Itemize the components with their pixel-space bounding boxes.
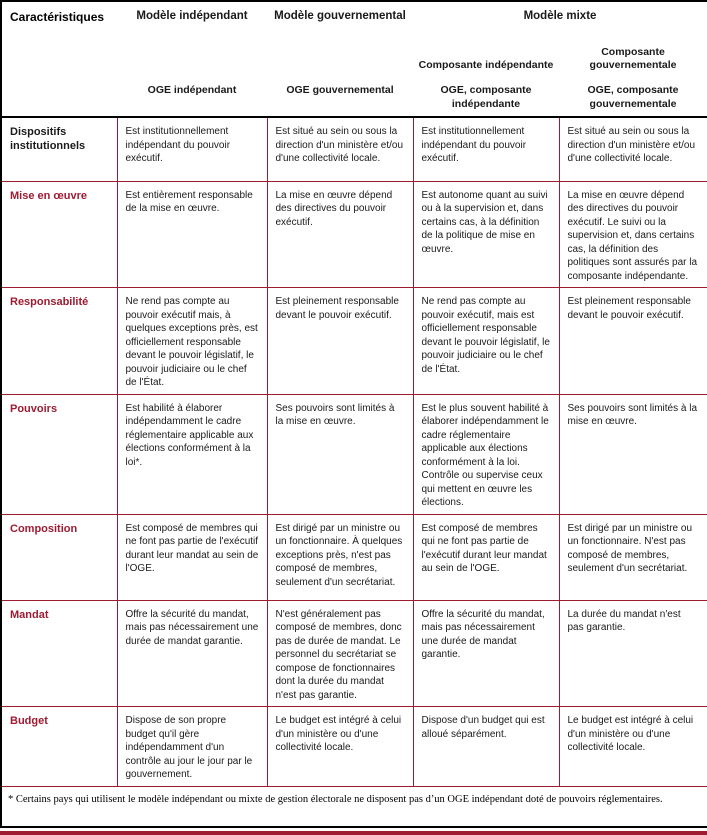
cell-governmental: Le budget est intégré à celui d'un minis… [266, 706, 414, 787]
header-spacer [117, 41, 267, 74]
cell-governmental: Est dirigé par un ministre ou un fonctio… [266, 513, 414, 601]
bottom-accent-rule [0, 831, 707, 835]
row-label: Composition [0, 513, 118, 601]
cell-mixed-independent: Est composé de membres qui ne font pas p… [412, 513, 560, 601]
cell-mixed-independent: Est institutionnellement indépendant du … [412, 116, 560, 182]
header-row-components: Composante indépendante Composante gouve… [1, 41, 707, 74]
cell-governmental: Est situé au sein ou sous la direction d… [266, 116, 414, 182]
footnote-row: * Certains pays qui utilisent le modèle … [1, 785, 707, 827]
header-spacer [1, 74, 117, 118]
cell-independent: Est habilité à élaborer indépendamment l… [116, 393, 268, 515]
cell-mixed-governmental: Est situé au sein ou sous la direction d… [558, 116, 707, 182]
header-spacer [267, 41, 413, 74]
table-row-implementation: Mise en œuvre Est entièrement responsabl… [0, 180, 707, 288]
header-model-mixed: Modèle mixte [413, 1, 707, 41]
cell-governmental: Est pleinement responsable devant le pou… [266, 287, 414, 395]
cell-independent: Est entièrement responsable de la mise e… [116, 180, 268, 288]
row-label: Pouvoirs [0, 393, 118, 515]
header-characteristics: Caractéristiques [1, 1, 117, 41]
table-row-term: Mandat Offre la sécurité du mandat, mais… [0, 599, 707, 707]
table-body: Dispositifs institutionnels Est institut… [0, 116, 707, 827]
table-row-budget: Budget Dispose de son propre budget qu'i… [0, 706, 707, 787]
cell-independent: Dispose de son propre budget qu'il gère … [116, 706, 268, 787]
header-row-models: Caractéristiques Modèle indépendant Modè… [1, 1, 707, 41]
table-row-institutional: Dispositifs institutionnels Est institut… [0, 116, 707, 182]
table-header: Caractéristiques Modèle indépendant Modè… [1, 1, 707, 118]
footnote-text: * Certains pays qui utilisent le modèle … [1, 785, 707, 827]
cell-independent: Offre la sécurité du mandat, mais pas né… [116, 599, 268, 707]
cell-mixed-independent: Offre la sécurité du mandat, mais pas né… [412, 599, 560, 707]
cell-mixed-independent: Dispose d'un budget qui est alloué sépar… [412, 706, 560, 787]
header-emb-independent: OGE indépendant [117, 74, 267, 118]
cell-mixed-governmental: Ses pouvoirs sont limités à la mise en œ… [558, 393, 707, 515]
table-row-composition: Composition Est composé de membres qui n… [0, 513, 707, 601]
row-label: Dispositifs institutionnels [0, 116, 118, 182]
cell-mixed-independent: Est autonome quant au suivi ou à la supe… [412, 180, 560, 288]
row-label: Budget [0, 706, 118, 787]
row-label: Mandat [0, 599, 118, 707]
cell-mixed-governmental: Est dirigé par un ministre ou un fonctio… [558, 513, 707, 601]
header-component-independent: Composante indépendante [413, 41, 559, 74]
cell-independent: Est composé de membres qui ne font pas p… [116, 513, 268, 601]
cell-mixed-independent: Ne rend pas compte au pouvoir exécutif, … [412, 287, 560, 395]
table-row-accountability: Responsabilité Ne rend pas compte au pou… [0, 287, 707, 395]
table-row-powers: Pouvoirs Est habilité à élaborer indépen… [0, 393, 707, 515]
cell-mixed-governmental: La durée du mandat n'est pas garantie. [558, 599, 707, 707]
header-emb-governmental: OGE gouvernemental [267, 74, 413, 118]
cell-independent: Ne rend pas compte au pouvoir exécutif m… [116, 287, 268, 395]
header-component-governmental: Composante gouvernementale [559, 41, 707, 74]
cell-governmental: N'est généralement pas composé de membre… [266, 599, 414, 707]
cell-governmental: Ses pouvoirs sont limités à la mise en œ… [266, 393, 414, 515]
cell-mixed-governmental: La mise en œuvre dépend des directives d… [558, 180, 707, 288]
header-emb-component-governmental: OGE, composante gouvernementale [559, 74, 707, 118]
cell-mixed-governmental: Est pleinement responsable devant le pou… [558, 287, 707, 395]
cell-governmental: La mise en œuvre dépend des directives d… [266, 180, 414, 288]
header-model-independent: Modèle indépendant [117, 1, 267, 41]
header-model-governmental: Modèle gouvernemental [267, 1, 413, 41]
row-label: Mise en œuvre [0, 180, 118, 288]
cell-mixed-governmental: Le budget est intégré à celui d'un minis… [558, 706, 707, 787]
header-emb-component-independent: OGE, composante indépendante [413, 74, 559, 118]
header-row-emb: OGE indépendant OGE gouvernemental OGE, … [1, 74, 707, 118]
row-label: Responsabilité [0, 287, 118, 395]
header-spacer [1, 41, 117, 74]
cell-mixed-independent: Est le plus souvent habilité à élaborer … [412, 393, 560, 515]
cell-independent: Est institutionnellement indépendant du … [116, 116, 268, 182]
